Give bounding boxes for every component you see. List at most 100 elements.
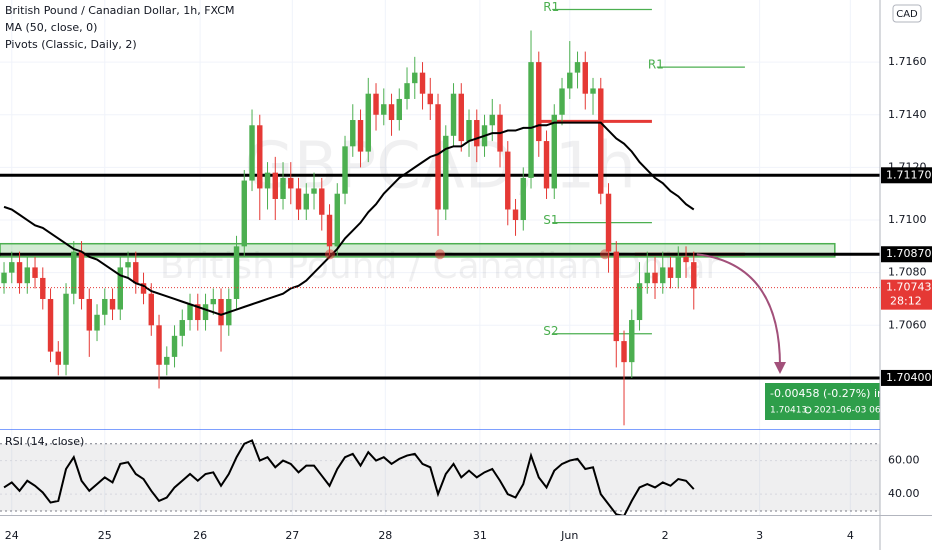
candle-body <box>16 262 23 284</box>
candle-body <box>505 151 511 210</box>
candle-body <box>388 104 395 121</box>
candle-body <box>257 125 263 189</box>
candle-body <box>621 341 627 363</box>
candle-body <box>427 93 433 105</box>
y-tick-label: 60.00 <box>888 454 920 467</box>
candle-body <box>551 114 557 189</box>
candle-body <box>140 283 147 294</box>
candle-body <box>404 83 410 99</box>
projection-arrow <box>696 253 781 366</box>
x-tick-label: 27 <box>285 529 299 542</box>
candle-body <box>156 325 162 365</box>
candle-body <box>567 72 573 89</box>
candle-body <box>47 298 54 352</box>
level-badge-label: 1.71170 <box>886 168 932 181</box>
candle-body <box>179 320 185 336</box>
candle-body <box>187 304 193 321</box>
pivot-label: R1 <box>543 0 559 14</box>
y-tick-label: 1.7060 <box>888 318 927 331</box>
candle-body <box>86 298 92 331</box>
measure-price: 1.70413 <box>770 406 807 416</box>
last-price-badge <box>881 279 932 310</box>
candle-body <box>1 272 7 284</box>
candle-body <box>311 188 317 194</box>
pivot-label: S2 <box>543 324 558 338</box>
candle-body <box>629 320 635 363</box>
candle-body <box>303 193 309 210</box>
y-tick-label: 40.00 <box>888 487 920 500</box>
candle-body <box>543 141 550 189</box>
candle-body <box>613 251 619 342</box>
countdown-label: 28:12 <box>890 295 922 308</box>
pivot-label: S1 <box>543 213 558 227</box>
x-tick-label: 25 <box>98 529 112 542</box>
candle-body <box>598 88 604 194</box>
x-tick-label: 24 <box>5 529 19 542</box>
x-tick-label: 2 <box>662 529 669 542</box>
pivot-label: R1 <box>648 58 664 72</box>
candle-body <box>512 209 519 221</box>
candle-body <box>357 120 364 152</box>
candle-body <box>675 256 681 278</box>
rsi-line <box>3 439 695 515</box>
candle-body <box>94 314 100 331</box>
x-tick-label: 31 <box>473 529 487 542</box>
candle-body <box>210 298 216 305</box>
level-badge <box>881 369 932 386</box>
candle-body <box>381 104 387 115</box>
candle-body <box>590 88 596 94</box>
candle-body <box>78 251 85 299</box>
currency-button[interactable] <box>892 4 922 23</box>
y-tick-label: 1.7140 <box>888 108 927 121</box>
candle-body <box>419 72 426 94</box>
candle-body <box>683 256 689 263</box>
candle-body <box>435 104 441 210</box>
candle-body <box>264 172 271 189</box>
candle-body <box>102 298 108 315</box>
candle-body <box>667 267 674 278</box>
last-price-label: 1.70743 <box>886 281 932 294</box>
candle-body <box>520 177 526 221</box>
candle-body <box>272 172 278 199</box>
candle-body <box>117 267 123 310</box>
candle-body <box>652 272 658 284</box>
projection-arrow-head <box>774 361 786 374</box>
candle-body <box>55 351 61 365</box>
candle-body <box>443 135 449 210</box>
level-badge <box>881 167 932 184</box>
candle-body <box>574 62 581 73</box>
candle-body <box>171 335 178 357</box>
candle-body <box>660 267 666 284</box>
x-tick-label: 4 <box>847 529 854 542</box>
candle-body <box>280 177 286 199</box>
candle-body <box>528 62 534 178</box>
marker <box>325 249 335 260</box>
candle-body <box>350 120 356 147</box>
x-tick-label: 26 <box>193 529 207 542</box>
indicator-legend: Pivots (Classic, Daily, 2) <box>5 38 137 51</box>
candle-body <box>691 262 697 289</box>
candle-body <box>636 283 643 321</box>
y-tick-label: 1.7080 <box>888 266 927 279</box>
indicator-legend: MA (50, close, 0) <box>5 21 97 34</box>
candle-body <box>466 120 472 142</box>
candle-body <box>109 298 116 310</box>
candle-body <box>450 93 457 136</box>
candle-body <box>605 193 612 252</box>
candle-body <box>396 98 402 121</box>
candle-body <box>241 180 247 247</box>
rsi-band <box>0 443 880 511</box>
candle-body <box>295 188 302 210</box>
candle-body <box>458 93 464 142</box>
rsi-title: RSI (14, close) <box>5 435 84 448</box>
rsi-pane <box>0 439 880 515</box>
candle-body <box>474 120 480 147</box>
x-tick-label: Jun <box>560 529 578 542</box>
candle-body <box>412 72 418 84</box>
y-tick-label: 1.7100 <box>888 213 927 226</box>
candle-body <box>536 62 542 142</box>
x-tick-label: 28 <box>378 529 392 542</box>
candle-body <box>319 188 325 215</box>
